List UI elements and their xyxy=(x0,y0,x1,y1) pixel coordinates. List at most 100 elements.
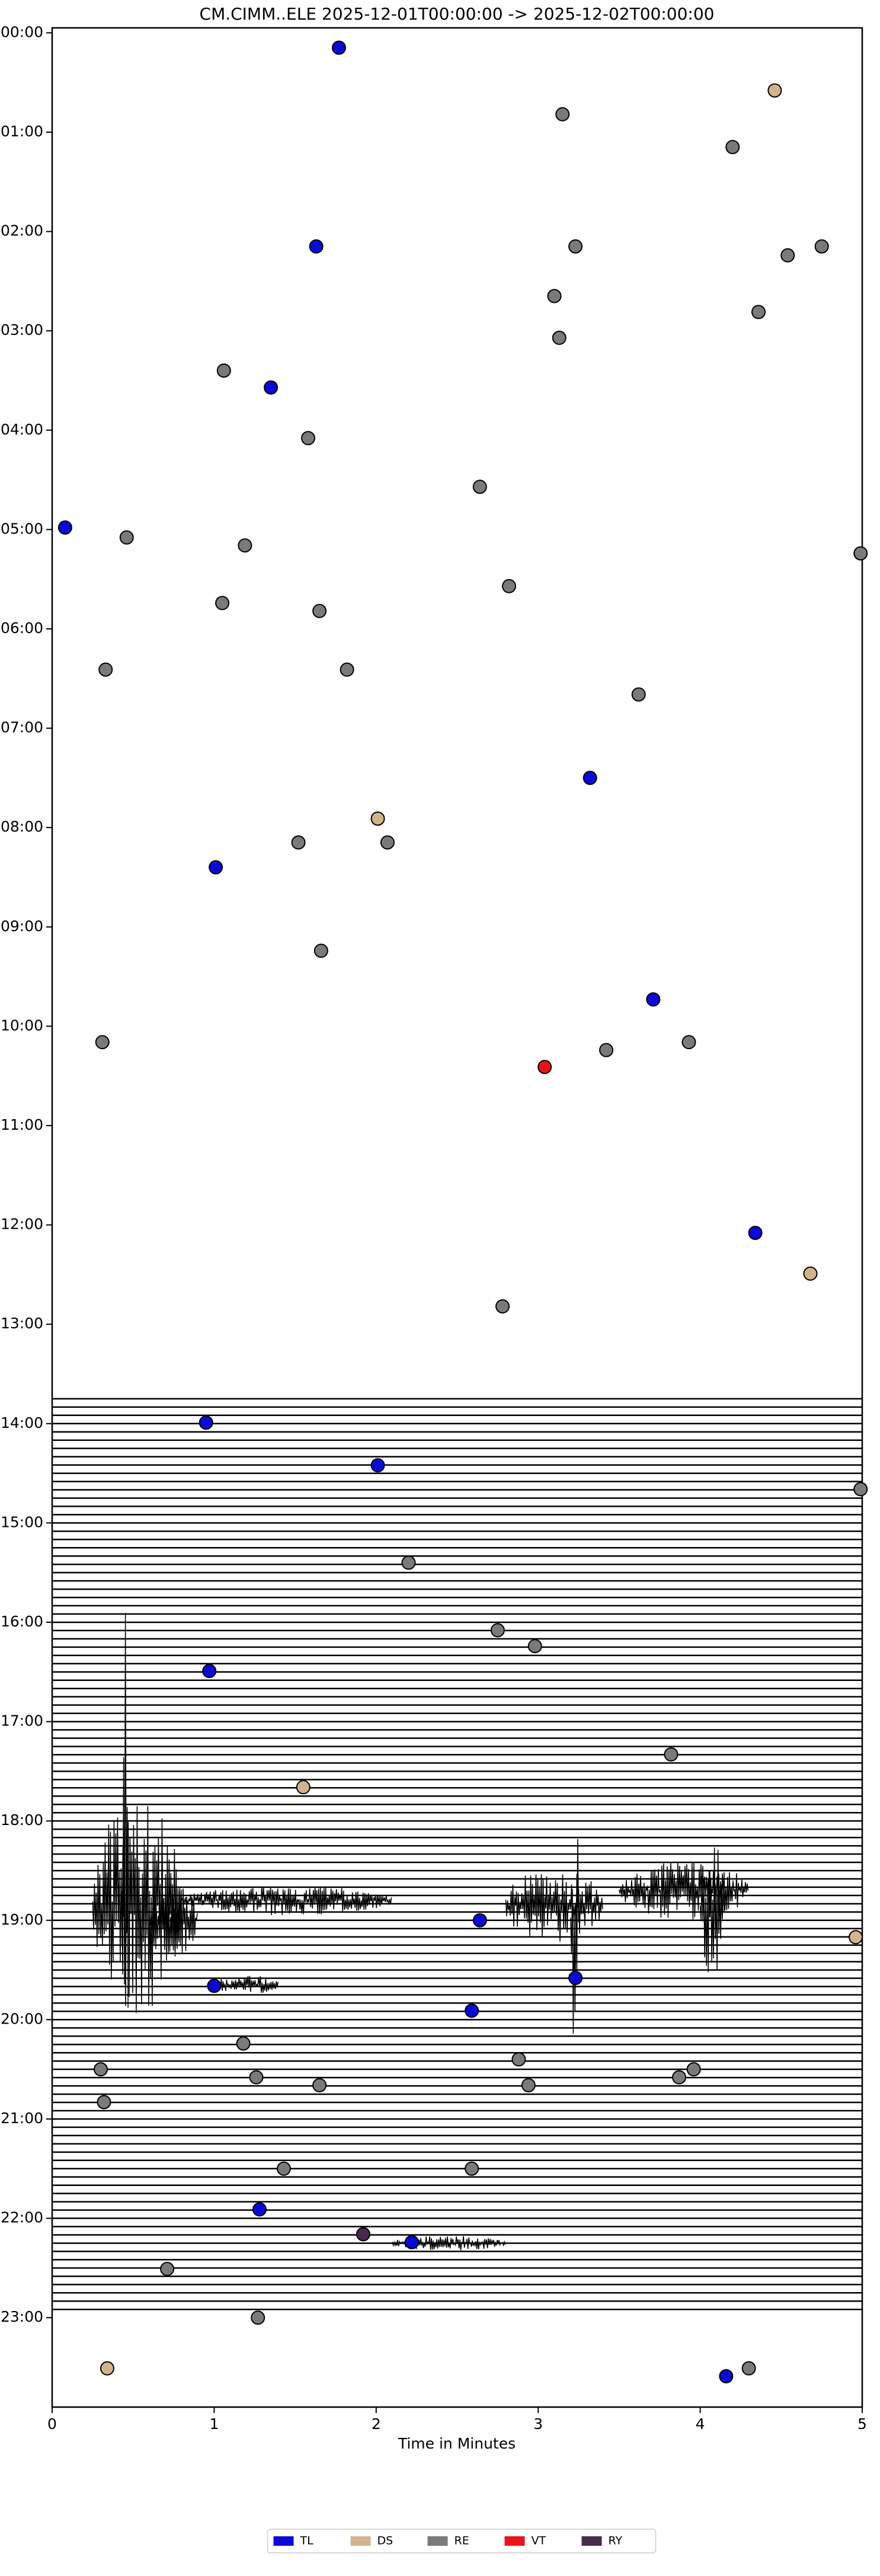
y-tick-label: 15:00 xyxy=(1,1513,43,1530)
y-tick-label: 01:00 xyxy=(1,123,43,140)
legend-swatch xyxy=(350,2536,371,2546)
event-marker xyxy=(313,943,328,958)
legend-swatch xyxy=(427,2536,448,2546)
x-tick-label: 5 xyxy=(857,2415,867,2433)
y-tick-label: 21:00 xyxy=(1,2110,43,2127)
event-marker xyxy=(631,687,646,702)
event-marker xyxy=(719,2369,734,2384)
plot-frame xyxy=(51,27,863,2408)
event-marker xyxy=(94,2062,108,2077)
x-tick-label: 0 xyxy=(47,2415,57,2433)
event-marker xyxy=(803,1266,818,1281)
y-tick-label: 16:00 xyxy=(1,1613,43,1630)
waveform-burst xyxy=(213,1976,279,1993)
event-marker xyxy=(583,771,597,785)
event-marker xyxy=(527,1639,542,1654)
event-marker xyxy=(555,107,570,122)
event-marker xyxy=(95,1035,110,1050)
event-marker xyxy=(251,2310,265,2325)
event-marker xyxy=(472,1913,487,1928)
waveform-traces xyxy=(52,1398,862,2310)
event-marker xyxy=(309,239,324,254)
y-tick-label: 10:00 xyxy=(1,1017,43,1034)
event-marker xyxy=(853,546,868,561)
y-tick-label: 19:00 xyxy=(1,1911,43,1928)
chart-title: CM.CIMM..ELE 2025-12-01T00:00:00 -> 2025… xyxy=(200,4,715,24)
event-marker xyxy=(521,2078,536,2092)
y-tick-label: 08:00 xyxy=(1,818,43,835)
y-tick-label: 02:00 xyxy=(1,222,43,239)
event-marker xyxy=(199,1415,213,1430)
event-marker xyxy=(780,248,795,263)
event-marker xyxy=(57,520,72,535)
y-tick-label: 23:00 xyxy=(1,2308,43,2325)
legend-label: TL xyxy=(300,2535,314,2548)
event-marker xyxy=(672,2070,687,2085)
event-marker xyxy=(472,480,487,494)
event-marker xyxy=(236,2036,251,2051)
event-marker xyxy=(312,603,327,618)
x-tick-label: 1 xyxy=(209,2415,219,2433)
event-marker xyxy=(97,2095,111,2110)
x-tick-label: 2 xyxy=(372,2415,381,2433)
event-marker xyxy=(380,835,395,850)
event-marker xyxy=(547,289,562,303)
event-marker xyxy=(537,1060,552,1075)
legend-label: VT xyxy=(532,2535,546,2548)
y-tick-label: 14:00 xyxy=(1,1414,43,1431)
event-marker xyxy=(767,83,782,98)
y-tick-label: 18:00 xyxy=(1,1811,43,1829)
event-marker xyxy=(209,860,223,875)
event-marker xyxy=(511,2052,526,2067)
event-marker xyxy=(119,530,134,545)
event-marker xyxy=(401,1555,416,1570)
legend-swatch xyxy=(273,2536,294,2546)
y-tick-label: 05:00 xyxy=(1,520,43,537)
waveform-burst xyxy=(505,1874,603,1942)
legend-swatch xyxy=(504,2536,525,2546)
x-axis-label: Time in Minutes xyxy=(398,2435,516,2452)
event-marker xyxy=(296,1780,311,1795)
event-marker xyxy=(552,330,567,345)
event-marker xyxy=(238,538,252,553)
event-marker xyxy=(264,380,279,395)
event-marker xyxy=(568,239,583,254)
event-marker xyxy=(681,1035,696,1050)
y-tick-label: 00:00 xyxy=(1,23,43,40)
event-marker xyxy=(501,579,516,593)
waveform-burst xyxy=(699,1847,725,1973)
event-marker xyxy=(664,1747,679,1762)
event-marker xyxy=(849,1930,863,1945)
event-marker xyxy=(751,305,766,319)
event-marker xyxy=(331,40,346,55)
y-tick-label: 04:00 xyxy=(1,421,43,438)
waveform-burst xyxy=(619,1862,749,1920)
waveform-burst xyxy=(149,1884,198,1957)
waveform-burst xyxy=(181,1886,392,1916)
event-marker xyxy=(100,2361,114,2376)
legend-label: RE xyxy=(455,2535,469,2548)
event-marker xyxy=(646,992,661,1007)
waveform-burst xyxy=(121,1613,129,2008)
y-tick-label: 09:00 xyxy=(1,918,43,935)
event-marker xyxy=(599,1043,614,1057)
y-tick-label: 13:00 xyxy=(1,1315,43,1332)
x-tick-label: 4 xyxy=(696,2415,705,2433)
event-marker xyxy=(465,2003,479,2018)
event-marker xyxy=(216,363,231,378)
y-tick-label: 07:00 xyxy=(1,719,43,736)
y-tick-label: 06:00 xyxy=(1,619,43,637)
event-marker xyxy=(340,662,354,677)
event-marker xyxy=(568,1970,583,1985)
x-tick-label: 3 xyxy=(533,2415,543,2433)
y-tick-label: 20:00 xyxy=(1,2010,43,2027)
legend-swatch xyxy=(581,2536,602,2546)
legend-label: DS xyxy=(377,2535,393,2548)
event-marker xyxy=(465,2161,479,2176)
legend-box xyxy=(267,2529,657,2553)
y-tick-label: 22:00 xyxy=(1,2209,43,2226)
legend-label: RY xyxy=(609,2535,623,2548)
event-marker xyxy=(686,2062,701,2077)
event-marker xyxy=(249,2070,264,2085)
